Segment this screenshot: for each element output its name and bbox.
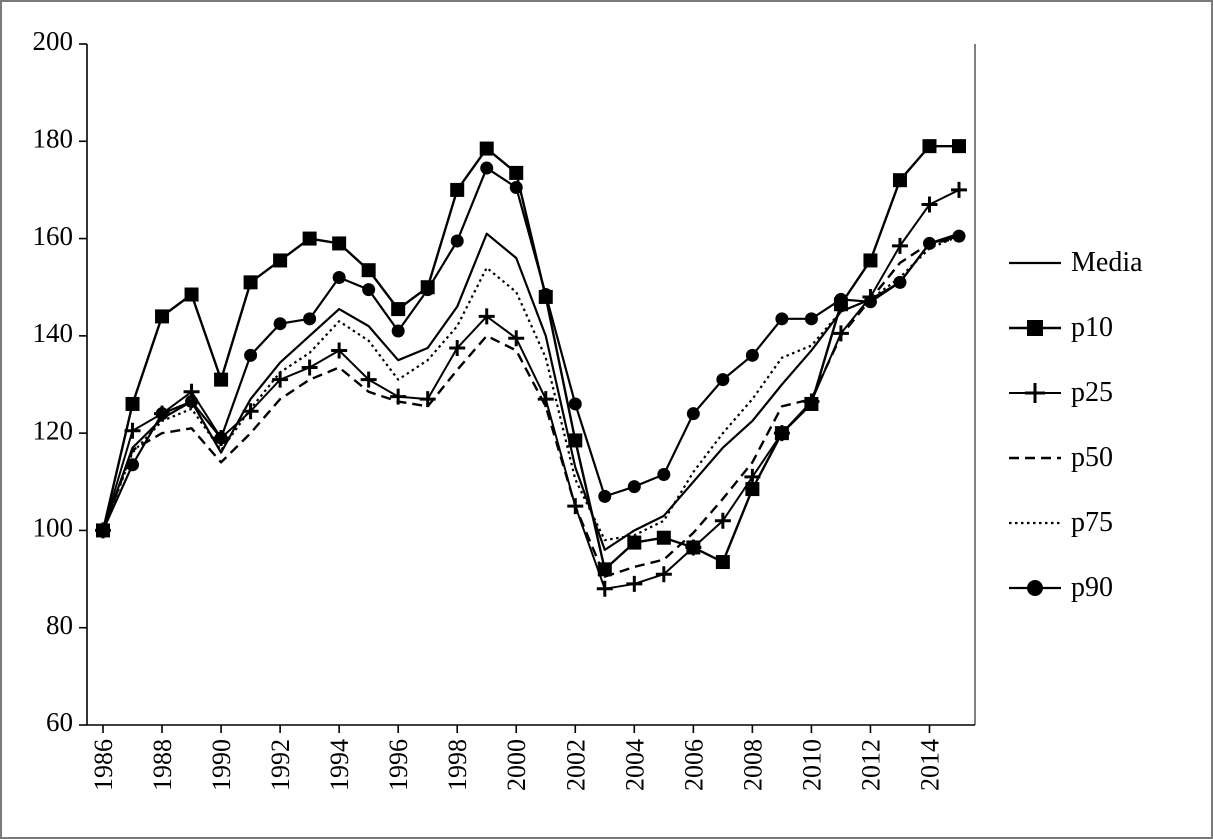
x-axis-tick-label: 2004	[620, 739, 649, 791]
x-axis-tick-label: 2010	[797, 739, 826, 791]
legend-label-p25: p25	[1071, 376, 1113, 408]
dashed-line-icon	[1009, 456, 1061, 459]
solid-line-icon	[1009, 261, 1061, 264]
y-axis-tick-label: 160	[33, 221, 74, 251]
legend: Media p10 p25 p50 p75	[1007, 230, 1207, 620]
x-axis-tick-label: 1988	[148, 739, 177, 791]
x-axis-tick-label: 2012	[856, 739, 885, 791]
y-axis-tick-label: 180	[33, 123, 74, 153]
x-axis-tick-label: 2006	[679, 739, 708, 791]
y-axis-tick-label: 60	[46, 707, 73, 737]
x-axis-tick-label: 1990	[207, 739, 236, 791]
dotted-line-icon	[1009, 521, 1061, 524]
y-axis-tick-label: 120	[33, 415, 74, 445]
x-axis-tick-label: 2014	[915, 739, 944, 791]
series-p10	[96, 139, 966, 577]
x-axis-tick-label: 1992	[266, 739, 295, 791]
plus-marker-icon	[1009, 382, 1061, 403]
y-axis-tick-label: 200	[33, 26, 74, 56]
x-axis-tick-label: 1994	[325, 739, 354, 791]
x-axis-tick-label: 1996	[384, 739, 413, 791]
legend-item-p90: p90	[1007, 555, 1207, 620]
x-axis: 1986 1988 1990 1992 1994 1996 1998 2000 2002 2004…	[89, 725, 944, 791]
x-axis-tick-label: 2002	[561, 739, 590, 791]
legend-label-media: Media	[1071, 246, 1143, 278]
series-p50	[101, 237, 960, 578]
legend-label-p10: p10	[1071, 311, 1113, 343]
y-axis-tick-label: 140	[33, 318, 74, 348]
y-axis-tick-label: 80	[46, 610, 73, 640]
series-p90	[96, 161, 966, 537]
axes	[86, 44, 976, 726]
series-Media	[101, 232, 960, 551]
y-axis-tick-label: 100	[33, 513, 74, 543]
legend-item-p75: p75	[1007, 490, 1207, 555]
legend-label-p90: p90	[1071, 571, 1113, 603]
circle-marker-icon	[1009, 579, 1061, 596]
legend-item-media: Media	[1007, 230, 1207, 295]
legend-item-p25: p25	[1007, 360, 1207, 425]
legend-label-p50: p50	[1071, 441, 1113, 473]
x-axis-tick-label: 2000	[502, 739, 531, 791]
legend-label-p75: p75	[1071, 506, 1113, 538]
y-axis: 60 80 100 120 140 160 180 200	[33, 26, 87, 737]
legend-item-p10: p10	[1007, 295, 1207, 360]
square-marker-icon	[1009, 319, 1061, 336]
legend-item-p50: p50	[1007, 425, 1207, 490]
x-axis-tick-label: 1986	[89, 739, 118, 791]
x-axis-tick-label: 2008	[738, 739, 767, 791]
x-axis-tick-label: 1998	[443, 739, 472, 791]
series-p75	[101, 235, 960, 542]
